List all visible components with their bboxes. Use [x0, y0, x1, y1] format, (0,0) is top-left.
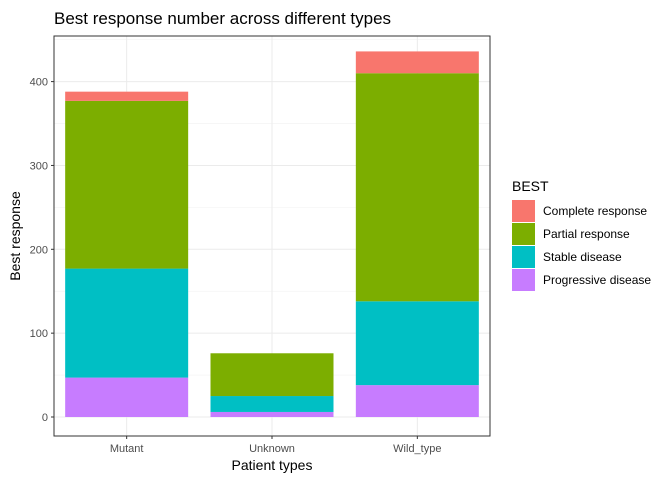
- bar-segment-wild-type-partial-response: [355, 73, 479, 302]
- y-tick-label: 300: [30, 160, 48, 172]
- bar-segment-wild-type-complete-response: [355, 51, 479, 74]
- bar-segment-mutant-partial-response: [65, 100, 189, 269]
- bar-segment-unknown-stable-disease: [210, 396, 334, 412]
- legend-key-partial-response: [512, 223, 535, 245]
- bar-segment-unknown-progressive-disease: [210, 411, 334, 417]
- y-tick-label: 0: [42, 412, 48, 424]
- y-tick-label: 400: [30, 77, 48, 89]
- x-tick-label: Wild_type: [393, 443, 441, 455]
- chart-title: Best response number across different ty…: [54, 9, 391, 28]
- legend-key-complete-response: [512, 200, 535, 222]
- bar-segment-mutant-complete-response: [65, 91, 189, 101]
- bar-segment-unknown-partial-response: [210, 353, 334, 397]
- legend-label: Stable disease: [543, 250, 622, 264]
- legend-label: Complete response: [543, 204, 647, 218]
- x-tick-label: Unknown: [249, 443, 295, 455]
- x-axis-title: Patient types: [232, 457, 313, 473]
- legend-key-progressive-disease: [512, 269, 535, 291]
- legend-label: Partial response: [543, 227, 630, 241]
- x-tick-label: Mutant: [110, 443, 144, 455]
- legend-key-stable-disease: [512, 246, 535, 268]
- bar-segment-mutant-stable-disease: [65, 268, 189, 378]
- bar-segment-wild-type-stable-disease: [355, 301, 479, 386]
- plot-panel: 0 100 200 300 400 Mutant Unknown Wild_type: [30, 35, 491, 455]
- y-axis-title: Best response: [7, 191, 23, 281]
- bar-segment-wild-type-progressive-disease: [355, 385, 479, 417]
- legend-title: BEST: [512, 178, 549, 194]
- y-tick-label: 100: [30, 328, 48, 340]
- y-tick-label: 200: [30, 244, 48, 256]
- legend: BEST Complete response Partial response St…: [512, 178, 651, 291]
- legend-label: Progressive disease: [543, 273, 651, 287]
- bar-segment-mutant-progressive-disease: [65, 377, 189, 417]
